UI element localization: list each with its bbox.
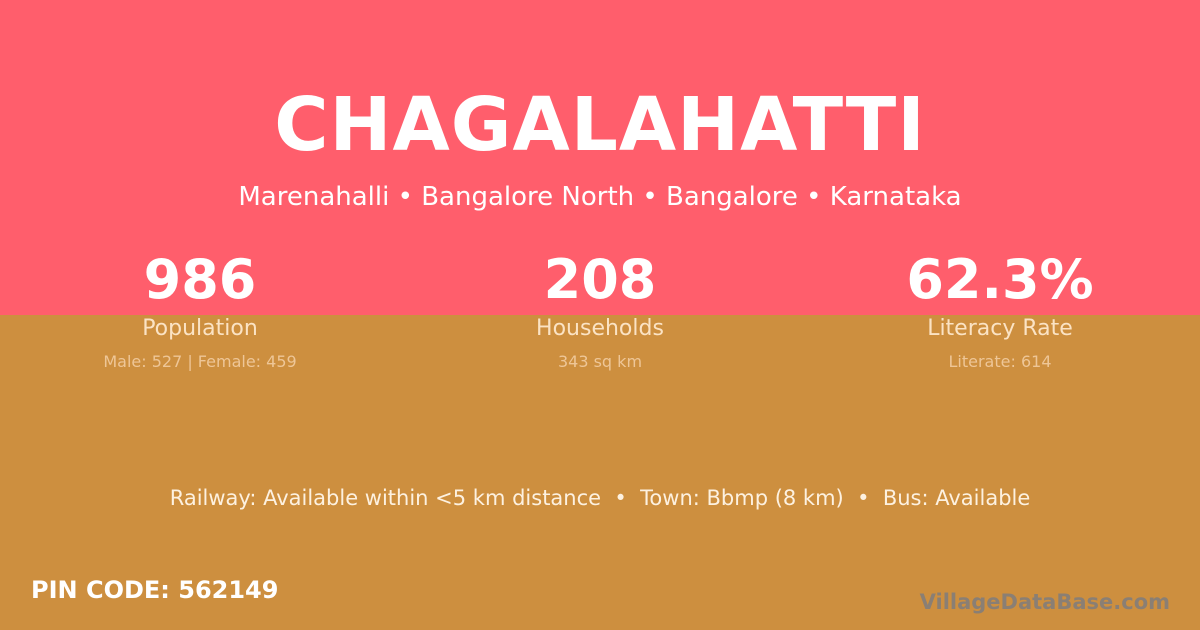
stat-detail: Literate: 614: [948, 352, 1052, 371]
stat-label: Households: [536, 316, 664, 341]
header-band: [0, 0, 1200, 315]
stat-population: 986 Population Male: 527 | Female: 459: [0, 248, 400, 371]
stat-value: 62.3%: [906, 248, 1094, 311]
stat-detail: 343 sq km: [557, 352, 643, 371]
amenities-line: Railway: Available within <5 km distance…: [169, 486, 1031, 510]
stat-literacy: 62.3% Literacy Rate Literate: 614: [800, 248, 1200, 371]
stat-value: 986: [143, 248, 257, 311]
brand-watermark: VillageDataBase.com: [919, 590, 1170, 614]
location-breadcrumb: Marenahalli • Bangalore North • Bangalor…: [238, 182, 962, 212]
stat-label: Literacy Rate: [927, 316, 1073, 341]
content-band: [0, 315, 1200, 630]
stat-label: Population: [142, 316, 258, 341]
stat-detail: Male: 527 | Female: 459: [103, 352, 297, 371]
village-name: CHAGALAHATTI: [274, 82, 926, 168]
stat-value: 208: [543, 248, 657, 311]
stat-households: 208 Households 343 sq km: [400, 248, 800, 371]
pin-code: PIN CODE: 562149: [31, 576, 279, 604]
